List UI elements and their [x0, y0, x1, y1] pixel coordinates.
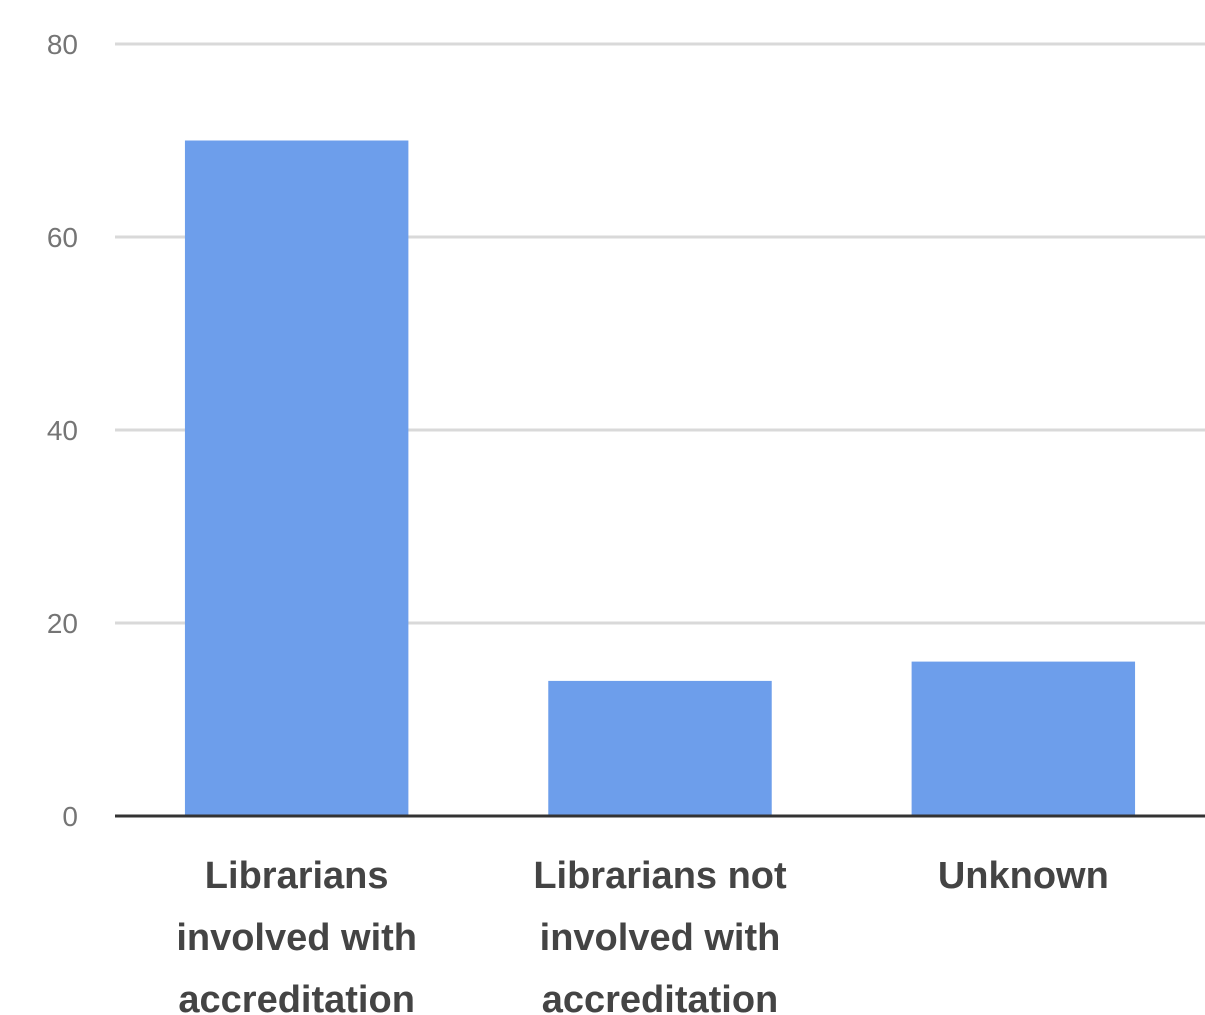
y-tick-label: 80	[47, 29, 78, 60]
x-category-label: Unknown	[938, 855, 1109, 897]
x-axis-labels: Librarians involved with accreditationLibr…	[176, 855, 1109, 1015]
x-category-label-line: Librarians	[205, 855, 389, 897]
bar	[548, 680, 772, 816]
x-category-label-line: accreditation	[542, 979, 779, 1015]
x-category-label-line: Unknown	[938, 855, 1109, 897]
x-category-label-line: involved with	[176, 917, 417, 959]
x-category-label: Librarians involved with accreditation	[176, 855, 417, 1015]
bar	[184, 140, 409, 816]
y-axis-ticks: 0 20 40 60 80	[47, 29, 78, 832]
bars	[184, 140, 1136, 816]
x-category-label-line: accreditation	[178, 979, 415, 1015]
y-tick-label: 20	[47, 608, 78, 639]
x-category-label-line: Librarians not	[533, 855, 787, 897]
y-tick-label: 40	[47, 415, 78, 446]
y-tick-label: 0	[62, 801, 78, 832]
y-tick-label: 60	[47, 222, 78, 253]
bar	[911, 661, 1136, 816]
x-category-label: Librarians not involved with accreditation	[533, 855, 787, 1015]
x-category-label-line: involved with	[540, 917, 781, 959]
